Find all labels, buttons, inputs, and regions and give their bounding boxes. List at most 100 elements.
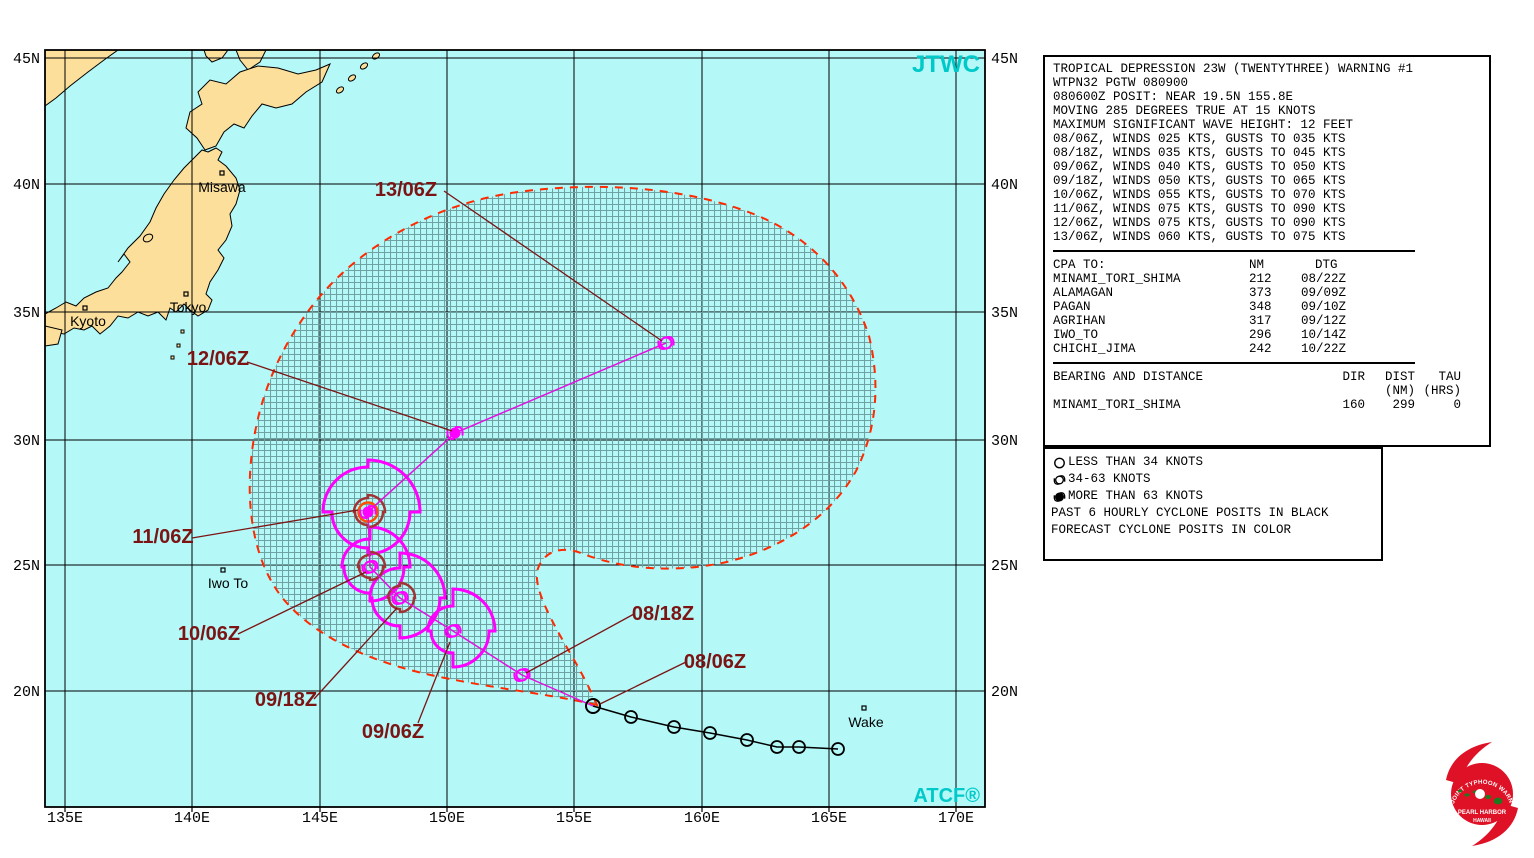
legend-item: 34-63 KNOTS [1051, 471, 1375, 488]
cpa-header-label: CPA TO: [1053, 258, 1106, 272]
panel-divider [1053, 362, 1415, 364]
cpa-row: CHICHI_JIMA 242 10/22Z [1053, 342, 1489, 356]
label-0818z: 08/18Z [632, 603, 694, 625]
legend-item: LESS THAN 34 KNOTS [1051, 454, 1375, 471]
map-frame [44, 49, 986, 808]
warning-posit: 080600Z POSIT: NEAR 19.5N 155.8E [1053, 90, 1294, 104]
tokyo-marker [183, 291, 189, 297]
warning-wave-height: MAXIMUM SIGNIFICANT WAVE HEIGHT: 12 FEET [1053, 118, 1354, 132]
jtwc-logo: JOINT TYPHOON WARNING CENTER PEARL HARBO… [1430, 738, 1532, 854]
label-1306z: 13/06Z [375, 179, 437, 201]
cpa-row: ALAMAGAN 373 09/09Z [1053, 286, 1489, 300]
land-kuril-islands [335, 52, 381, 94]
wake-label: Wake [848, 714, 883, 730]
land-sakhalin-west [203, 50, 229, 63]
wake-marker [861, 705, 867, 711]
lat-20n-right: 20N [991, 684, 1018, 701]
bearing-name: MINAMI_TORI_SHIMA [1053, 398, 1181, 412]
lon-140e: 140E [174, 810, 210, 827]
legend-label: 34-63 KNOTS [1068, 472, 1151, 486]
cpa-dtg: 10/14Z [1301, 328, 1347, 342]
bearing-tau: 0 [1453, 398, 1461, 412]
cpa-name: ALAMAGAN [1053, 286, 1114, 300]
lat-25n-right: 25N [991, 558, 1018, 575]
legend-note-forecast: FORECAST CYCLONE POSITS IN COLOR [1051, 523, 1292, 537]
land-izu-islands [170, 329, 185, 360]
legend-item: MORE THAN 63 KNOTS [1051, 488, 1375, 505]
panel-divider [1053, 250, 1415, 252]
lon-145e: 145E [302, 810, 338, 827]
bearing-data-row: MINAMI_TORI_SHIMA 160 299 0 [1053, 398, 1489, 412]
land-sado-island [142, 233, 154, 243]
cpa-nm: 317 [1249, 314, 1272, 328]
label-1206z: 12/06Z [187, 348, 249, 370]
cpa-nm: 296 [1249, 328, 1272, 342]
cpa-header-nm: NM [1249, 258, 1265, 272]
cpa-name: AGRIHAN [1053, 314, 1106, 328]
lon-155e: 155E [556, 810, 592, 827]
bearing-col-dir: DIR [1342, 370, 1365, 384]
logo-blade-bottom [1472, 804, 1518, 846]
cpa-name: PAGAN [1053, 300, 1091, 314]
jtwc-watermark: JTWC [912, 51, 980, 78]
cpa-row: IWO_TO 296 10/14Z [1053, 328, 1489, 342]
city-labels: Misawa Tokyo Kyoto Iwo To Wake [70, 179, 884, 730]
bearing-dist: 299 [1392, 398, 1415, 412]
storm-34-63kt-icon [1053, 474, 1066, 485]
lat-40n-left: 40N [13, 177, 40, 194]
longitude-labels: 135E 140E 145E 150E 155E 160E 165E 170E [47, 810, 974, 827]
cpa-name: MINAMI_TORI_SHIMA [1053, 272, 1181, 286]
forecast-wind-line: 08/18Z, WINDS 035 KTS, GUSTS TO 045 KTS [1053, 146, 1346, 160]
legend-label: MORE THAN 63 KNOTS [1068, 489, 1204, 503]
bearing-header-row: BEARING AND DISTANCE DIR DIST TAU [1053, 370, 1489, 384]
current-position-symbol [585, 698, 601, 714]
cpa-name: CHICHI_JIMA [1053, 342, 1136, 356]
lat-30n-right: 30N [991, 433, 1018, 450]
warning-movement: MOVING 285 DEGREES TRUE AT 15 KNOTS [1053, 104, 1316, 118]
land-hokkaido [185, 63, 331, 151]
less-than-34kt-icon [1054, 457, 1065, 468]
leader-lines [191, 190, 687, 724]
cpa-row: MINAMI_TORI_SHIMA 212 08/22Z [1053, 272, 1489, 286]
kyoto-marker [82, 305, 88, 311]
label-1106z: 11/06Z [132, 526, 193, 548]
track-time-labels: 13/06Z 12/06Z 11/06Z 10/06Z 09/18Z 09/06… [132, 179, 746, 743]
forecast-wind-line: 09/06Z, WINDS 040 KTS, GUSTS TO 050 KTS [1053, 160, 1346, 174]
lon-150e: 150E [429, 810, 465, 827]
logo-hawaii: HAWAII [1473, 818, 1491, 824]
latitude-labels-left: 45N 40N 35N 30N 25N 20N [13, 51, 40, 701]
kyoto-label: Kyoto [70, 313, 106, 329]
cpa-dtg: 09/12Z [1301, 314, 1347, 328]
lat-45n-right: 45N [991, 51, 1018, 68]
lon-165e: 165E [811, 810, 847, 827]
lat-20n-left: 20N [13, 684, 40, 701]
atcf-watermark: ATCF® [913, 785, 980, 807]
legend-note-past: PAST 6 HOURLY CYCLONE POSITS IN BLACK [1051, 506, 1329, 520]
bearing-units-row: (NM) (HRS) [1053, 384, 1489, 398]
cpa-dtg: 09/10Z [1301, 300, 1347, 314]
landmasses [45, 50, 381, 360]
cpa-nm: 212 [1249, 272, 1272, 286]
map-canvas: 13/06Z 12/06Z 11/06Z 10/06Z 09/18Z 09/06… [13, 49, 1018, 827]
land-shikoku-edge [45, 325, 63, 347]
forecast-wind-line: 08/06Z, WINDS 025 KTS, GUSTS TO 035 KTS [1053, 132, 1346, 146]
lat-35n-right: 35N [991, 305, 1018, 322]
warning-title: TROPICAL DEPRESSION 23W (TWENTYTHREE) WA… [1053, 62, 1414, 76]
uncertainty-swath [248, 185, 877, 707]
bearing-unit-tau: (HRS) [1423, 384, 1461, 398]
cpa-row: PAGAN 348 09/10Z [1053, 300, 1489, 314]
cpa-header-row: CPA TO: NM DTG [1053, 258, 1489, 272]
lon-135e: 135E [47, 810, 83, 827]
misawa-label: Misawa [198, 179, 246, 195]
cpa-header-dtg: DTG [1315, 258, 1338, 272]
lat-45n-left: 45N [13, 51, 40, 68]
logo-hawaii-islands [1457, 789, 1503, 805]
misawa-marker [219, 170, 225, 176]
lat-35n-left: 35N [13, 305, 40, 322]
logo-eye [1475, 789, 1485, 799]
lat-25n-left: 25N [13, 558, 40, 575]
forecast-wind-line: 09/18Z, WINDS 050 KTS, GUSTS TO 065 KTS [1053, 174, 1346, 188]
forecast-wind-line: 12/06Z, WINDS 075 KTS, GUSTS TO 090 KTS [1053, 216, 1346, 230]
latitude-labels-right: 45N 40N 35N 30N 25N 20N [991, 51, 1018, 701]
forecast-wind-line: 10/06Z, WINDS 055 KTS, GUSTS TO 070 KTS [1053, 188, 1346, 202]
